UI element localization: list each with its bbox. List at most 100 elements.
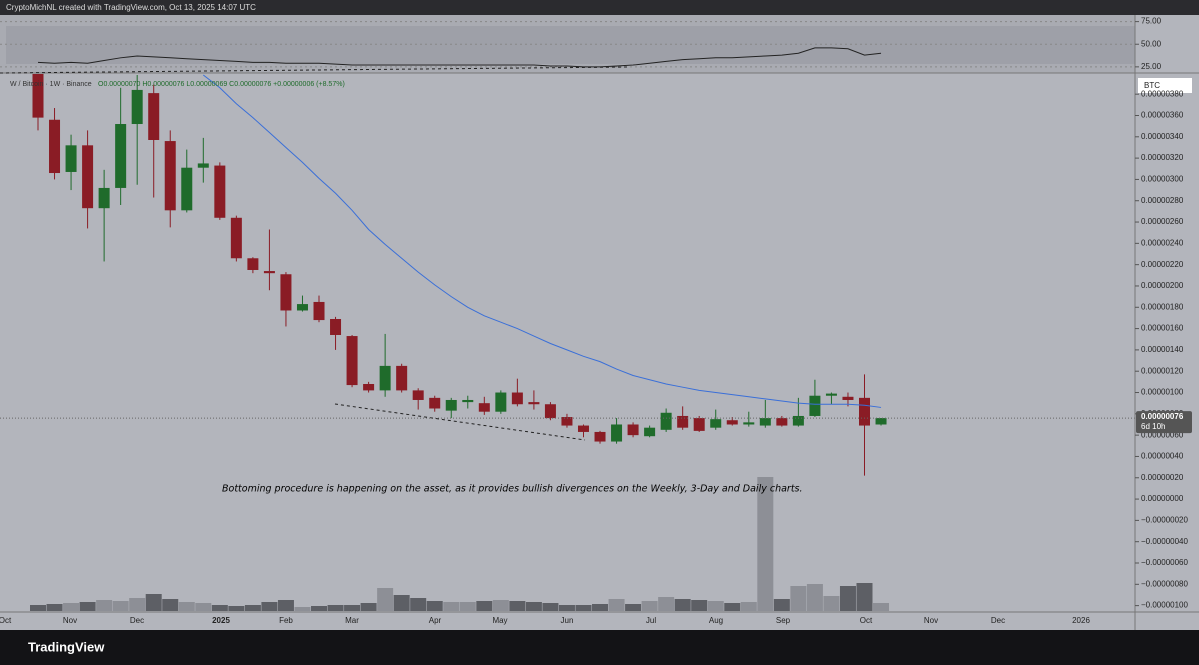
price-pane — [0, 74, 1135, 611]
price-trendline — [334, 403, 586, 441]
volume-bar — [277, 600, 294, 611]
candle-body — [644, 427, 656, 437]
rsi-band — [6, 26, 1135, 64]
volume-bar — [558, 605, 575, 611]
candle-body — [247, 258, 259, 270]
volume-bar — [542, 603, 559, 611]
candle-body — [809, 395, 821, 416]
y-tick-label: 0.00000300 — [1141, 175, 1184, 184]
candle-body — [346, 336, 358, 386]
y-tick-label: −0.00000060 — [1141, 558, 1188, 567]
volume-bar — [79, 602, 96, 611]
volume-bar — [856, 583, 873, 611]
candle-body — [726, 420, 738, 425]
time-label: Feb — [279, 616, 293, 625]
candle-body — [197, 163, 209, 168]
logo: TradingView — [28, 639, 105, 654]
y-tick-label: 0.00000120 — [1141, 366, 1184, 375]
candle-body — [825, 393, 837, 396]
candle-body — [544, 404, 556, 419]
y-tick-label: 0.00000260 — [1141, 217, 1184, 226]
symbol: W / Bitcoin · 1W · Binance — [10, 81, 92, 88]
candle-body — [148, 93, 160, 140]
last-price-box — [1136, 411, 1192, 434]
rsi-tick-label: 25.00 — [1141, 62, 1162, 71]
last-price: 0.00000076 — [1141, 412, 1184, 421]
time-label: May — [492, 616, 507, 625]
time-label: Dec — [991, 616, 1005, 625]
volume-bar — [608, 599, 625, 611]
y-tick-label: 0.00000000 — [1141, 494, 1184, 503]
y-tick-label: 0.00000160 — [1141, 324, 1184, 333]
candle-body — [561, 417, 573, 426]
time-label: Jul — [646, 616, 656, 625]
candle-body — [49, 119, 61, 174]
y-tick-label: 0.00000060 — [1141, 430, 1184, 439]
candle-body — [230, 217, 242, 259]
y-tick-label: 0.00000320 — [1141, 153, 1184, 162]
volume-bar — [806, 584, 823, 611]
y-tick-label: 0.00000360 — [1141, 111, 1184, 120]
candle-body — [842, 396, 854, 400]
time-label: Jun — [561, 616, 574, 625]
candle-body — [627, 424, 639, 436]
y-tick-label: −0.00000080 — [1141, 579, 1188, 588]
y-tick-label: 0.00000140 — [1141, 345, 1184, 354]
candle-body — [577, 425, 589, 432]
candle-body — [693, 418, 705, 431]
y-tick-label: 0.00000180 — [1141, 302, 1184, 311]
volume-bar — [244, 605, 261, 611]
volume-bar — [509, 601, 526, 611]
time-label: Nov — [924, 616, 938, 625]
candle-body — [98, 187, 110, 209]
volume-bar — [360, 603, 377, 611]
currency-box — [1138, 78, 1192, 93]
rsi-tick-label: 75.00 — [1141, 17, 1162, 26]
volume-bar — [492, 600, 509, 611]
ema-line — [202, 74, 882, 408]
time-label: Dec — [130, 616, 144, 625]
top-bar — [0, 0, 1199, 15]
volume-bar — [790, 586, 807, 611]
candle-body — [859, 397, 870, 426]
candle-body — [181, 167, 193, 211]
candle-body — [710, 419, 722, 428]
candle-body — [743, 422, 755, 425]
volume-bar — [162, 599, 179, 611]
candle-body — [445, 399, 457, 411]
countdown: 6d 10h — [1141, 422, 1165, 431]
volume-bar — [674, 599, 691, 611]
volume-bar — [327, 605, 344, 611]
y-tick-label: −0.00000100 — [1141, 601, 1188, 610]
y-tick-label: 0.00000380 — [1141, 89, 1184, 98]
volume-bar — [426, 601, 443, 611]
candle-body — [82, 145, 94, 209]
volume-bar — [823, 596, 840, 611]
y-tick-label: 0.00000020 — [1141, 473, 1184, 482]
time-label: 2025 — [212, 616, 230, 625]
candle-body — [412, 390, 424, 400]
time-label: Oct — [0, 616, 12, 625]
volume-bar — [228, 606, 245, 611]
volume-bar — [294, 607, 311, 611]
annotation: Bottoming procedure is happening on the … — [222, 484, 803, 495]
volume-bar — [96, 600, 113, 611]
y-tick-label: 0.00000220 — [1141, 260, 1184, 269]
volume-bar — [476, 601, 493, 611]
volume-bar — [625, 604, 642, 611]
volume-bar — [377, 588, 394, 611]
candle-body — [363, 383, 375, 391]
volume-bar — [112, 601, 129, 611]
time-label: Mar — [345, 616, 359, 625]
candle-body — [214, 165, 226, 218]
volume-bar — [46, 604, 63, 611]
volume-bar — [410, 598, 427, 611]
candle-body — [263, 271, 275, 274]
candle-body — [660, 412, 672, 430]
volume-bar — [641, 601, 658, 611]
candle-body — [280, 274, 292, 311]
candle-body — [511, 392, 523, 405]
volume-bar — [178, 602, 195, 611]
candle-body — [131, 89, 143, 125]
y-tick-label: 0.00000200 — [1141, 281, 1184, 290]
